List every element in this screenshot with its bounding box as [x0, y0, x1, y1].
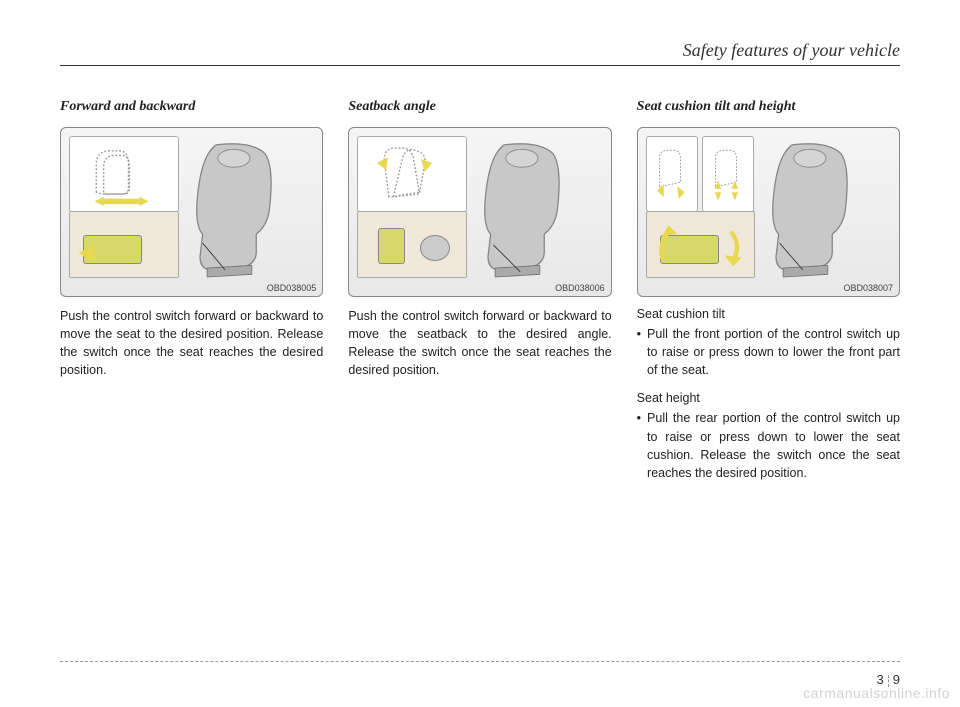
sub-header-height: Seat height — [637, 391, 900, 405]
figure-label: OBD038007 — [843, 283, 893, 293]
inset-diagram-top — [69, 136, 179, 212]
seat-outline-icon — [358, 137, 466, 211]
tilt-icon — [647, 137, 697, 211]
bullet-text: Pull the rear portion of the control swi… — [647, 409, 900, 482]
figure-cushion-tilt-height: OBD038007 — [637, 127, 900, 297]
header-rule — [60, 65, 900, 66]
footer-rule — [60, 661, 900, 662]
seat-outline-icon — [70, 137, 178, 211]
body-text: Push the control switch forward or backw… — [60, 307, 323, 380]
figure-label: OBD038006 — [555, 283, 605, 293]
bullet-marker: • — [637, 409, 641, 482]
inset-diagram-top — [357, 136, 467, 212]
figure-forward-backward: OBD038005 — [60, 127, 323, 297]
content-columns: Forward and backward — [60, 99, 900, 494]
seat-illustration — [171, 136, 315, 279]
inset-diagram-bottom — [69, 211, 179, 278]
header-title: Safety features of your vehicle — [683, 40, 900, 60]
seat-illustration — [747, 136, 891, 279]
column-seatback-angle: Seatback angle — [348, 99, 611, 494]
arrow-icon — [70, 212, 178, 277]
sub-header-tilt: Seat cushion tilt — [637, 307, 900, 321]
arrow-curve-icon — [647, 212, 755, 277]
inset-diagram-bottom — [357, 211, 467, 278]
figure-seatback-angle: OBD038006 — [348, 127, 611, 297]
seat-illustration — [459, 136, 603, 279]
bullet-text: Pull the front portion of the control sw… — [647, 325, 900, 379]
column-forward-backward: Forward and backward — [60, 99, 323, 494]
column-cushion-tilt-height: Seat cushion tilt and height — [637, 99, 900, 494]
inset-diagram-tilt — [646, 136, 698, 212]
watermark: carmanualsonline.info — [803, 685, 950, 701]
section-title: Seat cushion tilt and height — [637, 99, 900, 115]
inset-diagram-bottom — [646, 211, 756, 278]
bullet-item: • Pull the rear portion of the control s… — [637, 409, 900, 482]
control-lever-icon — [378, 228, 405, 264]
bullet-item: • Pull the front portion of the control … — [637, 325, 900, 379]
height-icon — [703, 137, 753, 211]
figure-label: OBD038005 — [267, 283, 317, 293]
section-title: Forward and backward — [60, 99, 323, 115]
page-footer: 39 — [60, 661, 900, 687]
manual-page: Safety features of your vehicle Forward … — [0, 0, 960, 707]
body-text: Push the control switch forward or backw… — [348, 307, 611, 380]
page-header: Safety features of your vehicle — [60, 40, 900, 74]
bullet-marker: • — [637, 325, 641, 379]
knob-icon — [420, 235, 450, 261]
section-title: Seatback angle — [348, 99, 611, 115]
page-number: 39 — [60, 672, 900, 687]
